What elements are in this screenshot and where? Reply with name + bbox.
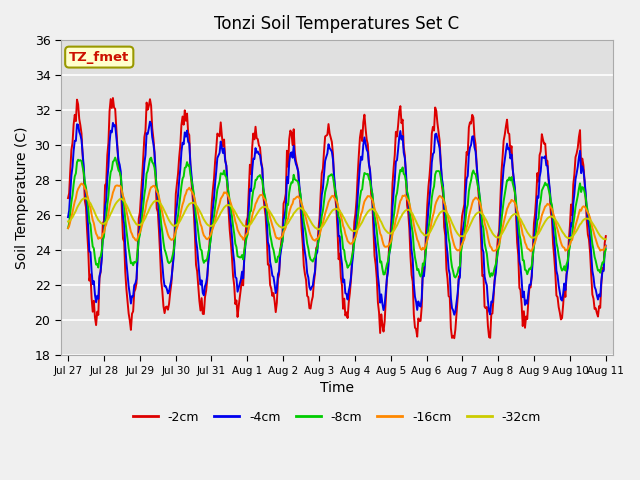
-8cm xyxy=(392,194,400,200)
-8cm xyxy=(602,246,610,252)
-4cm xyxy=(451,312,458,318)
-4cm xyxy=(366,168,374,173)
-8cm xyxy=(555,252,563,258)
X-axis label: Time: Time xyxy=(320,381,354,395)
-4cm xyxy=(146,119,154,124)
-4cm xyxy=(64,214,72,220)
Title: Tonzi Soil Temperatures Set C: Tonzi Soil Temperatures Set C xyxy=(214,15,460,33)
Line: -4cm: -4cm xyxy=(68,121,606,315)
-4cm xyxy=(555,283,563,288)
-32cm xyxy=(554,220,561,226)
-8cm xyxy=(232,244,240,250)
-32cm xyxy=(392,224,400,230)
-16cm xyxy=(461,236,468,242)
-4cm xyxy=(232,276,240,281)
-8cm xyxy=(64,225,72,231)
Line: -32cm: -32cm xyxy=(68,198,606,239)
-4cm xyxy=(392,158,400,164)
-2cm xyxy=(602,233,610,239)
-16cm xyxy=(602,243,610,249)
-16cm xyxy=(292,195,300,201)
-4cm xyxy=(461,192,469,197)
-8cm xyxy=(366,178,374,184)
Line: -8cm: -8cm xyxy=(68,157,606,277)
-8cm xyxy=(292,177,300,183)
-8cm xyxy=(452,275,460,280)
-16cm xyxy=(555,231,563,237)
-32cm xyxy=(64,218,72,224)
-2cm xyxy=(451,336,458,341)
Legend: -2cm, -4cm, -8cm, -16cm, -32cm: -2cm, -4cm, -8cm, -16cm, -32cm xyxy=(128,406,546,429)
-2cm xyxy=(392,129,400,135)
-32cm xyxy=(232,211,240,217)
-16cm xyxy=(232,222,240,228)
-8cm xyxy=(111,155,119,160)
Line: -16cm: -16cm xyxy=(68,183,606,251)
-2cm xyxy=(109,95,116,101)
-2cm xyxy=(366,168,374,174)
-8cm xyxy=(461,217,469,223)
Line: -2cm: -2cm xyxy=(68,98,606,338)
-32cm xyxy=(82,195,90,201)
-2cm xyxy=(461,167,469,173)
-2cm xyxy=(232,298,240,303)
-32cm xyxy=(292,208,300,214)
-2cm xyxy=(292,158,300,164)
Y-axis label: Soil Temperature (C): Soil Temperature (C) xyxy=(15,126,29,269)
-16cm xyxy=(77,180,85,186)
-32cm xyxy=(461,233,468,239)
Text: TZ_fmet: TZ_fmet xyxy=(69,50,129,63)
-2cm xyxy=(555,304,563,310)
-16cm xyxy=(392,216,400,222)
-2cm xyxy=(64,195,72,201)
-4cm xyxy=(602,243,610,249)
-16cm xyxy=(366,193,374,199)
-16cm xyxy=(527,248,534,254)
-32cm xyxy=(602,236,610,242)
-32cm xyxy=(366,207,374,213)
-4cm xyxy=(292,161,300,167)
-16cm xyxy=(64,225,72,231)
